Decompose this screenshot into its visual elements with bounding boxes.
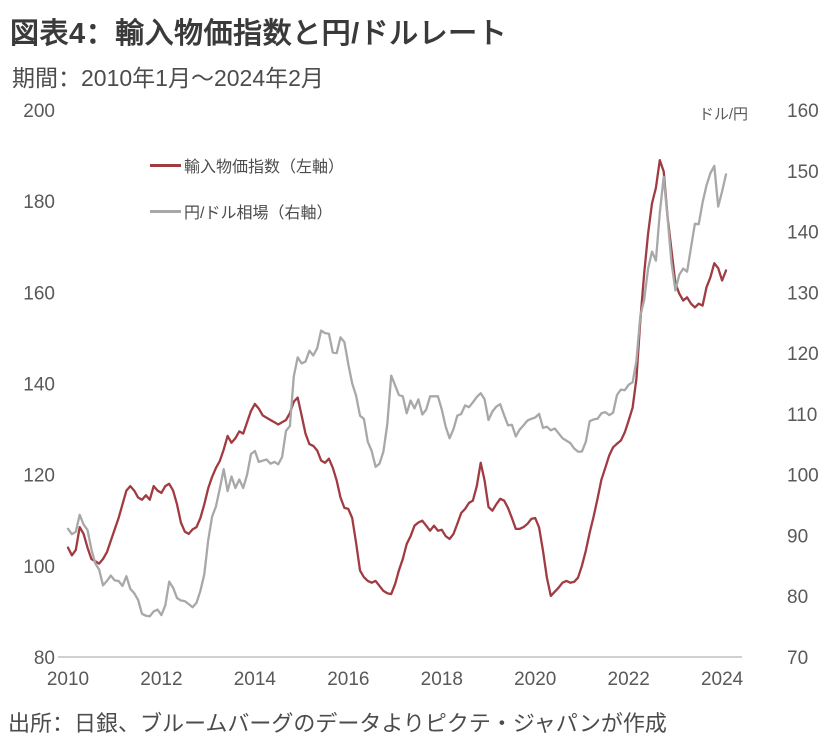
source-note: 出所：日銀、ブルームバーグのデータよりピクテ・ジャパンが作成 <box>8 711 667 736</box>
legend-label: 円/ドル相場（右軸） <box>184 205 333 222</box>
chart-area: 200 180 160 140 120 100 80 160 150 140 130 120 110 10… <box>0 95 829 695</box>
right-axis-tick-label: 140 <box>787 223 819 244</box>
legend-item-usd-jpy-rate: 円/ドル相場（右軸） <box>150 199 344 223</box>
gray-line-swatch <box>150 209 181 213</box>
left-axis-tick-label: 140 <box>23 375 55 396</box>
page-title: 図表4：輸入物価指数と円/ドルレート <box>10 18 508 50</box>
legend-label: 輸入物価指数（左軸） <box>184 159 345 176</box>
left-axis-tick-label: 180 <box>23 192 55 213</box>
left-axis-tick-label: 200 <box>23 101 55 122</box>
x-axis-tick-label: 2012 <box>140 669 182 690</box>
left-axis-tick-label: 100 <box>23 557 55 578</box>
left-axis-tick-label: 120 <box>23 466 55 487</box>
x-axis-tick-label: 2010 <box>47 669 89 690</box>
left-axis-tick-label: 80 <box>34 648 55 669</box>
x-axis-tick-label: 2016 <box>327 669 369 690</box>
x-axis-tick-label: 2022 <box>608 669 650 690</box>
left-axis-tick-label: 160 <box>23 283 55 304</box>
x-axis-tick-label: 2020 <box>514 669 556 690</box>
right-axis-tick-label: 80 <box>787 587 808 608</box>
import-price-index-line <box>66 158 728 598</box>
right-axis-tick-label: 100 <box>787 466 819 487</box>
legend-item-import-price-index: 輸入物価指数（左軸） <box>150 153 344 177</box>
right-axis-tick-label: 90 <box>787 526 808 547</box>
chart-legend: 輸入物価指数（左軸） 円/ドル相場（右軸） <box>150 153 344 245</box>
usd-jpy-rate-line <box>66 164 728 618</box>
right-axis-tick-label: 160 <box>787 101 819 122</box>
x-axis-tick-label: 2024 <box>701 669 744 690</box>
right-axis-unit-label: ドル/円 <box>698 106 748 123</box>
line-chart: 200 180 160 140 120 100 80 160 150 140 130 120 110 10… <box>23 101 819 690</box>
right-axis-tick-label: 110 <box>787 405 817 426</box>
red-line-swatch <box>150 163 181 167</box>
right-axis-tick-label: 130 <box>787 283 819 304</box>
right-axis-tick-label: 120 <box>787 344 819 365</box>
x-axis-tick-label: 2014 <box>234 669 277 690</box>
x-axis-tick-label: 2018 <box>421 669 463 690</box>
right-axis-tick-label: 70 <box>787 648 808 669</box>
right-axis-tick-label: 150 <box>787 162 819 183</box>
period-subtitle: 期間：2010年1月～2024年2月 <box>12 65 324 91</box>
